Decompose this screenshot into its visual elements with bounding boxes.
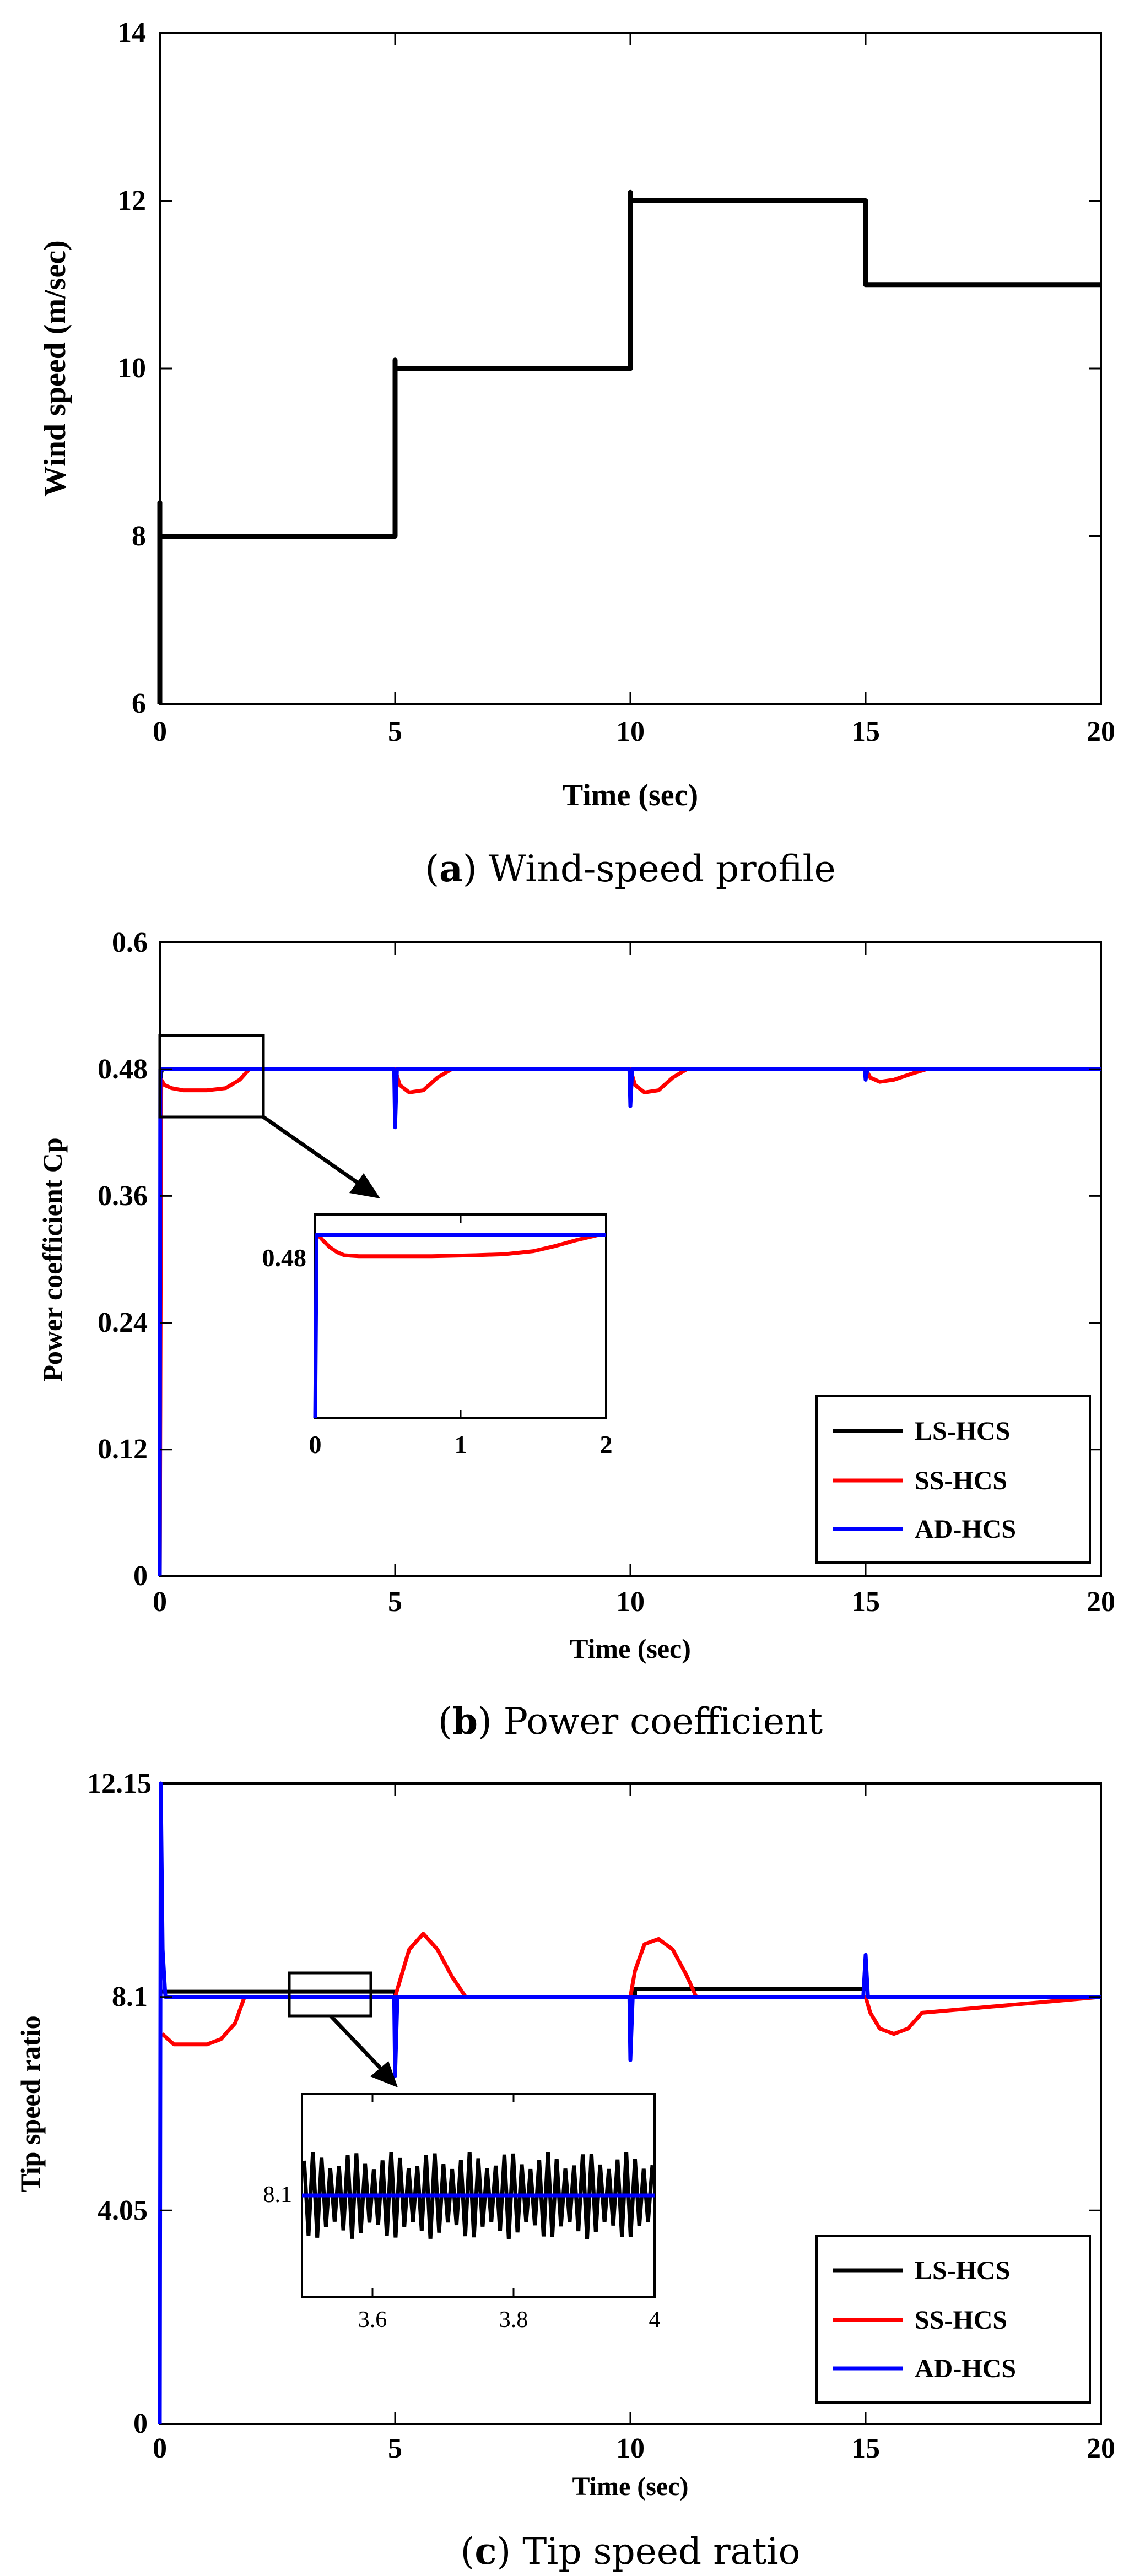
panel-b-inset: 0.48 0 1 2 [262, 1213, 613, 1458]
panel-c-ytick-label: 12.15 [87, 1768, 152, 1799]
panel-b-caption: (b) Power coefficient [438, 1700, 823, 1743]
panel-a-ytick-label: 14 [117, 17, 146, 48]
panel-c-ytick-label: 4.05 [98, 2195, 148, 2226]
panel-a-x-ticks [159, 33, 1102, 704]
panel-b-xtick-label: 15 [851, 1586, 880, 1618]
panel-c-xtick-label: 5 [388, 2433, 402, 2464]
panel-c-inset-xtick-label: 3.8 [499, 2307, 528, 2333]
panel-c-x-ticks [394, 1783, 867, 2424]
panel-b-ytick-label: 0.6 [112, 927, 148, 958]
panel-b-line-ss-hcs [158, 1067, 1101, 1577]
panel-c-xtick-label: 0 [153, 2433, 167, 2464]
panel-c-xtick-label: 15 [851, 2433, 880, 2464]
panel-a-ytick-label: 8 [132, 520, 146, 552]
panel-b-line-ad-hcs [158, 1067, 1101, 1577]
panel-c-ytick-label: 8.1 [112, 1981, 148, 2013]
panel-b-inset-ytick-label: 0.48 [262, 1244, 307, 1272]
panel-b-ytick-label: 0.48 [98, 1054, 148, 1085]
panel-b-inset-line-ad-hcs [313, 1233, 606, 1419]
panel-b-inset-marks [313, 1233, 606, 1419]
panel-b-y-axis-title: Power coefficient Cp [37, 1137, 68, 1381]
panel-c-x-axis-title: Time (sec) [572, 2472, 688, 2501]
panel-b-legend-label-ls: LS-HCS [915, 1417, 1010, 1446]
panel-c-line-ad-hcs [158, 1781, 1101, 2425]
panel-a-caption-letter: a [439, 847, 463, 890]
panel-a-xtick-label: 0 [153, 716, 167, 747]
panel-b-legend-label-ss: SS-HCS [915, 1466, 1007, 1495]
panel-c-y-ticks [160, 1996, 1101, 2211]
panel-c-caption-text: Tip speed ratio [522, 2530, 800, 2573]
panel-c-inset-xtick-label: 4 [649, 2307, 661, 2333]
panel-c-zoom-box [288, 1971, 372, 2018]
panel-c-inset-ytick-label: 8.1 [263, 2182, 293, 2208]
panel-b-ytick-label: 0.24 [98, 1307, 148, 1338]
panel-a-xtick-label: 15 [851, 716, 880, 747]
panel-b-zoom-arrowhead [349, 1173, 380, 1198]
panel-c-marks [158, 1781, 1101, 2425]
panel-b-legend: LS-HCS SS-HCS AD-HCS [815, 1395, 1091, 1564]
panel-b-zoom-box [158, 1034, 265, 1119]
panel-b-marks [158, 1067, 1101, 1577]
panel-a-caption: (a) Wind-speed profile [425, 847, 835, 890]
panel-a-xtick-label: 10 [616, 716, 645, 747]
panel-b-xtick-label: 20 [1087, 1586, 1115, 1618]
panel-a: 6 8 10 12 14 0 5 10 15 20 Time (sec) Win… [38, 17, 1115, 890]
panel-a-xtick-label: 5 [388, 716, 402, 747]
panel-a-caption-text: Wind-speed profile [489, 848, 836, 890]
panel-b-zoom-arrow [262, 1115, 365, 1189]
panel-a-x-axis-title: Time (sec) [563, 778, 698, 812]
panel-c-caption: (c) Tip speed ratio [461, 2530, 801, 2573]
panel-c: 0 4.05 8.1 12.15 0 5 10 15 20 Time (sec)… [15, 1768, 1115, 2573]
panel-b-x-axis-title: Time (sec) [570, 1633, 691, 1664]
panel-c-xtick-label: 20 [1087, 2433, 1115, 2464]
panel-c-inset: 8.1 3.6 3.8 4 [263, 2093, 661, 2333]
panel-c-legend: LS-HCS SS-HCS AD-HCS [815, 2235, 1091, 2404]
panel-b-caption-letter: b [452, 1700, 478, 1743]
panel-b-xtick-label: 5 [388, 1586, 402, 1618]
panel-a-y-ticks [160, 32, 1101, 705]
panel-b-x-ticks [394, 942, 867, 1576]
panel-a-ytick-label: 10 [117, 352, 146, 384]
panel-b: 0 0.12 0.24 0.36 0.48 0.6 0 5 10 15 20 T… [37, 927, 1115, 1743]
panel-b-inset-line-ss-hcs [316, 1233, 606, 1259]
panel-c-y-axis-title: Tip speed ratio [15, 2015, 46, 2192]
panel-b-ytick-label: 0 [133, 1560, 148, 1592]
panel-b-inset-xtick-label: 1 [455, 1430, 467, 1458]
panel-c-inset-line-ls-hcs [302, 2152, 655, 2239]
panel-a-ytick-label: 12 [117, 185, 146, 216]
panel-c-caption-letter: c [474, 2530, 496, 2573]
panel-c-zoom-arrow [329, 2014, 387, 2075]
panel-b-caption-text: Power coefficient [504, 1700, 823, 1743]
panel-c-legend-label-ss: SS-HCS [915, 2306, 1007, 2335]
panel-c-zoom-arrowhead [370, 2061, 398, 2087]
panel-a-line-wind-speed [157, 189, 1101, 704]
panel-c-inset-xtick-label: 3.6 [358, 2307, 387, 2333]
panel-c-legend-label-ls: LS-HCS [915, 2256, 1010, 2285]
panel-b-inset-xtick-label: 2 [600, 1430, 613, 1458]
panel-c-ytick-label: 0 [133, 2408, 148, 2439]
panel-b-ytick-label: 0.12 [98, 1434, 148, 1465]
panel-b-legend-label-ad: AD-HCS [915, 1515, 1016, 1544]
panel-a-ytick-label: 6 [132, 688, 146, 719]
panel-c-legend-label-ad: AD-HCS [915, 2354, 1016, 2383]
panel-c-xtick-label: 10 [616, 2433, 645, 2464]
panel-a-y-axis-title: Wind speed (m/sec) [38, 240, 72, 497]
panel-c-inset-marks [302, 2152, 655, 2239]
panel-b-xtick-label: 10 [616, 1586, 645, 1618]
panel-a-xtick-label: 20 [1087, 716, 1115, 747]
panel-b-inset-xtick-label: 0 [309, 1430, 322, 1458]
panel-b-y-ticks [160, 941, 1101, 1577]
panel-b-xtick-label: 0 [153, 1586, 167, 1618]
panel-a-marks [157, 189, 1101, 704]
panel-b-ytick-label: 0.36 [98, 1180, 148, 1212]
